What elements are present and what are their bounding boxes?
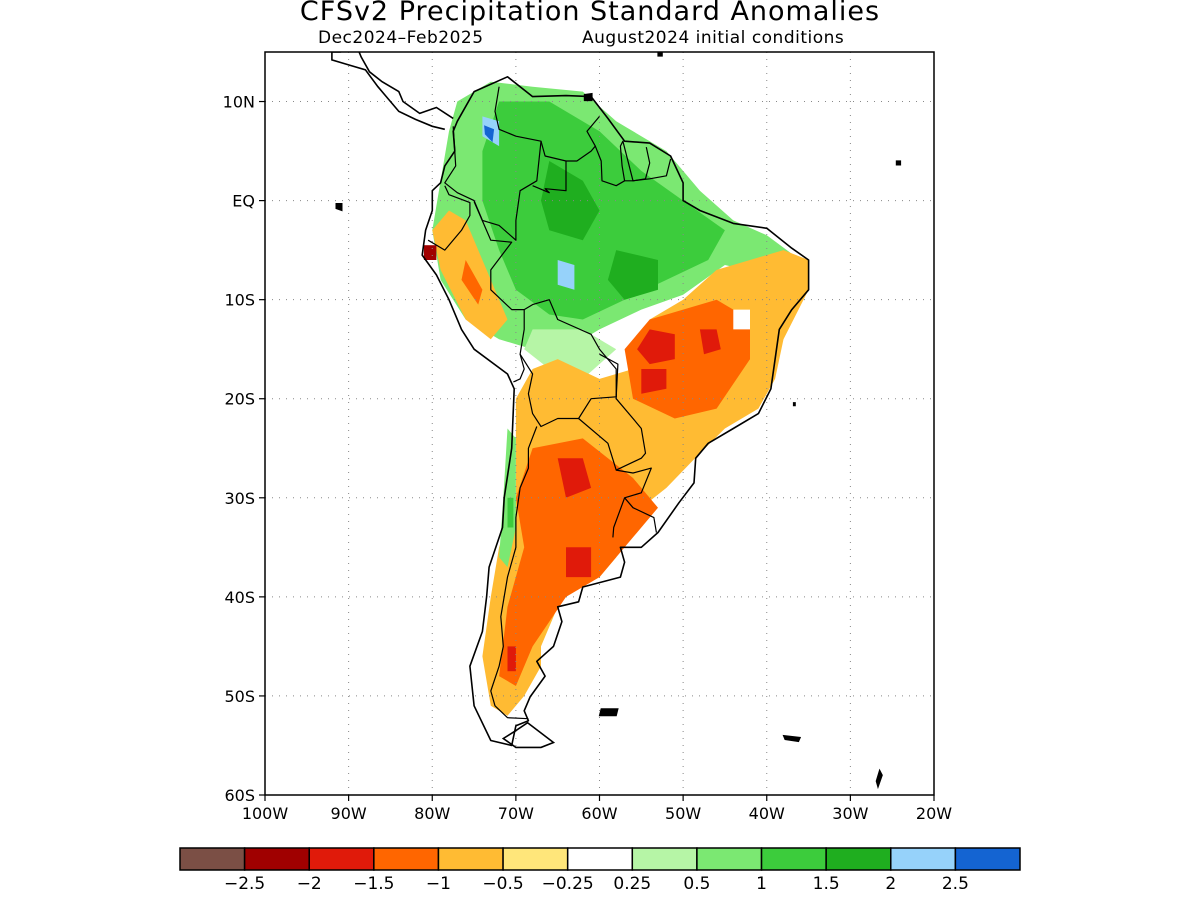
country-border [519, 299, 617, 428]
lat-tick-label: 40S [224, 588, 255, 607]
colorbar-swatch [890, 847, 957, 871]
island [335, 203, 343, 212]
forecast-period: Dec2024–Feb2025 [318, 28, 484, 48]
anomaly-region [557, 458, 592, 498]
graticule [265, 52, 934, 795]
central-america-coast [331, 52, 454, 131]
colorbar-label: −0.25 [542, 874, 594, 894]
colorbar-swatch [437, 847, 504, 871]
colorbar-label: 0.25 [613, 874, 651, 894]
lat-tick-label: 10N [223, 93, 255, 112]
colorbar-label: 1.5 [813, 874, 840, 894]
colorbar-swatch [696, 847, 763, 871]
lat-tick-label: EQ [232, 192, 255, 211]
island [657, 52, 663, 57]
colorbar-swatch [825, 847, 892, 871]
lon-tick-label: 30W [832, 804, 868, 823]
country-border [599, 353, 619, 397]
tierra-del-fuego-coast [501, 721, 556, 749]
anomaly-region [641, 369, 667, 394]
anomaly-region [461, 260, 483, 305]
colorbar-swatch [308, 847, 375, 871]
lon-tick-label: 100W [242, 804, 289, 823]
colorbar-label: −0.5 [482, 874, 523, 894]
colorbar-label: −2 [297, 874, 322, 894]
colorbar-label: 1 [756, 874, 767, 894]
island [583, 92, 593, 102]
colorbar-label: −1.5 [353, 874, 394, 894]
country-border [619, 140, 651, 182]
anomaly-region [733, 309, 750, 330]
island [782, 734, 802, 743]
colorbar-label: 2.5 [942, 874, 969, 894]
country-border [532, 161, 567, 194]
initial-conditions: August2024 initial conditions [582, 28, 845, 48]
country-border [612, 497, 626, 538]
colorbar-swatch [566, 847, 634, 871]
island [895, 160, 902, 166]
lon-tick-label: 50W [665, 804, 701, 823]
country-border [490, 426, 538, 720]
lat-tick-label: 20S [224, 390, 255, 409]
lon-tick-label: 20W [916, 804, 952, 823]
country-border [616, 467, 657, 533]
country-border [444, 86, 542, 241]
anomaly-region [699, 329, 721, 355]
colorbar-swatch [760, 847, 827, 871]
anomaly-region [557, 260, 575, 290]
anomaly-region [507, 646, 516, 672]
island [792, 402, 796, 407]
colorbar: −2.5 −2 −1.5 −1 −0.5 −0.25 0.25 0.5 1 1.5 2 2.5 [179, 847, 1021, 894]
colorbar-swatch [243, 847, 310, 871]
coastlines [331, 52, 902, 790]
anomaly-region [507, 497, 514, 528]
country-border [427, 185, 471, 251]
lat-tick-label: 10S [224, 291, 255, 310]
colorbar-swatch [373, 847, 440, 871]
colorbar-label: −1 [426, 874, 451, 894]
country-border [540, 116, 600, 162]
anomaly-region [566, 547, 592, 578]
colorbar-swatch [631, 847, 698, 871]
colorbar-swatch [502, 847, 569, 871]
lon-tick-label: 40W [749, 804, 785, 823]
anomaly-region [607, 250, 658, 300]
anomaly-region [423, 245, 437, 260]
lat-tick-label: 50S [224, 687, 255, 706]
lat-tick-label: 60S [224, 786, 255, 805]
island [598, 708, 619, 717]
country-borders [427, 86, 672, 720]
south-america-coast [421, 76, 810, 747]
country-border [473, 201, 525, 383]
colorbar-label: 2 [885, 874, 896, 894]
colorbar-swatch [179, 847, 246, 871]
map-title: CFSv2 Precipitation Standard Anomalies [299, 0, 881, 27]
lon-tick-label: 70W [498, 804, 534, 823]
colorbar-label: −2.5 [224, 874, 265, 894]
anomaly-region [482, 101, 725, 320]
island [875, 768, 883, 790]
country-border [578, 393, 647, 471]
lon-tick-label: 80W [414, 804, 450, 823]
anomaly-region [541, 161, 600, 241]
anomaly-region [637, 329, 675, 365]
lon-tick-label: 90W [331, 804, 367, 823]
anomaly-region [484, 125, 495, 143]
lat-tick-label: 30S [224, 489, 255, 508]
colorbar-label: 0.5 [683, 874, 710, 894]
colorbar-swatch [954, 847, 1021, 871]
lon-tick-label: 60W [581, 804, 617, 823]
